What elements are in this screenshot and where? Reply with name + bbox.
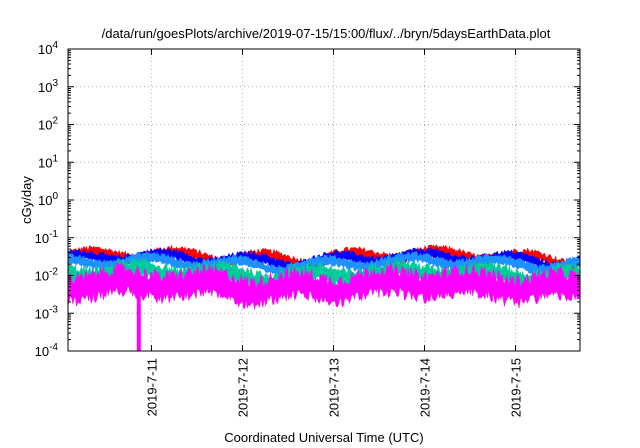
x-tick-label: 2019-7-15 <box>509 358 524 417</box>
y-tick-label: 100 <box>38 191 58 208</box>
x-tick-label: 2019-7-12 <box>235 358 250 417</box>
y-tick-label: 102 <box>38 116 58 133</box>
series-spike <box>136 288 141 351</box>
data-series <box>67 244 581 351</box>
chart-title: /data/run/goesPlots/archive/2019-07-15/1… <box>102 26 551 41</box>
y-axis-label: cGy/day <box>19 176 34 224</box>
x-tick-label: 2019-7-14 <box>418 358 433 417</box>
grid-lines <box>68 49 580 351</box>
y-tick-label: 10-2 <box>35 267 59 284</box>
y-tick-label: 104 <box>38 40 58 57</box>
y-tick-label: 10-3 <box>35 304 59 321</box>
x-axis: 2019-7-11 2019-7-12 2019-7-13 2019-7-14 2019… <box>144 49 524 417</box>
x-axis-label: Coordinated Universal Time (UTC) <box>224 430 423 445</box>
x-tick-label: 2019-7-13 <box>326 358 341 417</box>
x-tick-label: 2019-7-11 <box>144 358 159 416</box>
y-tick-label: 103 <box>38 78 58 95</box>
y-tick-label: 10-4 <box>35 342 59 359</box>
y-tick-label: 10-1 <box>35 229 59 246</box>
y-axis: 10-4 10-3 10-2 10-1 100 101 102 103 104 <box>35 40 580 359</box>
y-tick-label: 101 <box>38 153 58 170</box>
